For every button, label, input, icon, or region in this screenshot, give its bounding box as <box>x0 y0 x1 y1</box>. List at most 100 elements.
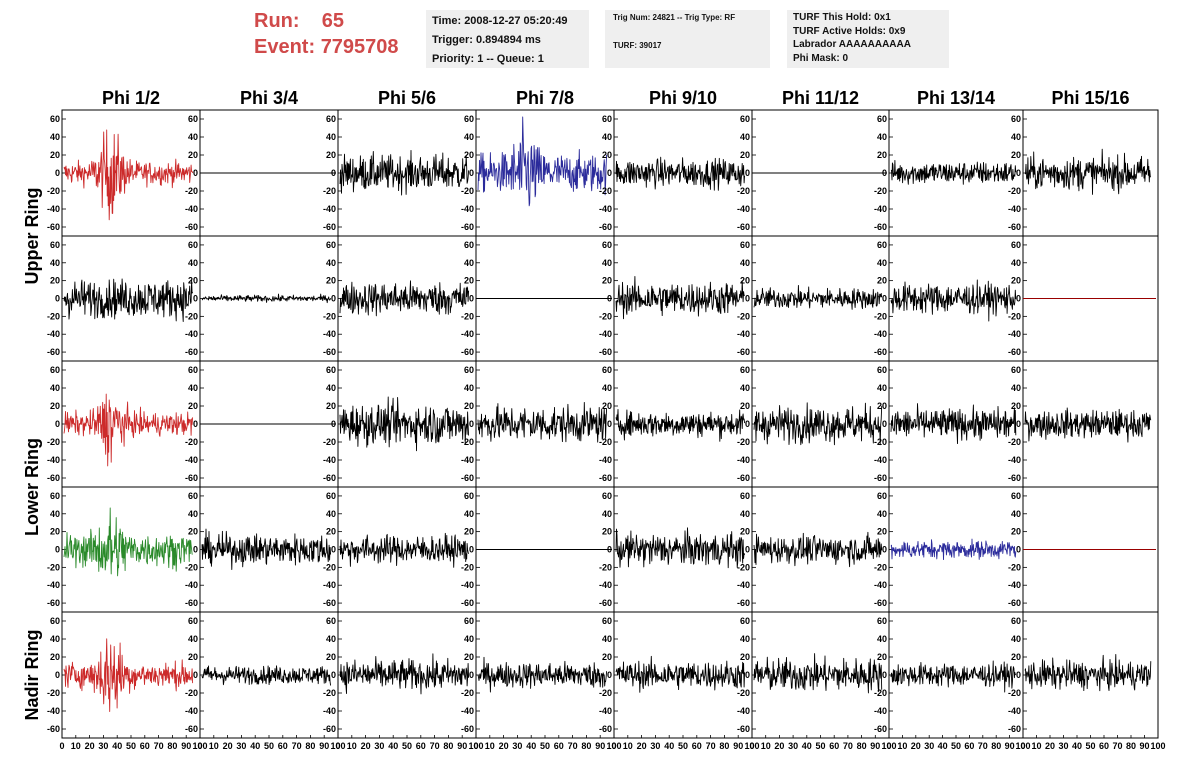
x-tick-label: 50 <box>402 741 412 751</box>
y-tick-label: -20 <box>461 437 474 447</box>
y-tick-label: -60 <box>185 598 198 608</box>
phi-mask-line: Phi Mask: 0 <box>793 52 849 64</box>
turf-line: TURF: 39017 <box>613 41 662 50</box>
y-tick-label: 20 <box>1011 401 1021 411</box>
y-tick-label: 40 <box>1011 132 1021 142</box>
y-tick-label: 0 <box>55 419 60 429</box>
y-tick-label: 20 <box>602 652 612 662</box>
y-tick-label: 0 <box>193 545 198 555</box>
y-tick-label: -60 <box>737 724 750 734</box>
x-tick-label: 10 <box>761 741 771 751</box>
x-tick-label: 40 <box>388 741 398 751</box>
y-tick-label: 0 <box>469 294 474 304</box>
y-tick-label: -20 <box>874 562 887 572</box>
column-label: Phi 5/6 <box>378 88 436 108</box>
y-tick-label: -60 <box>323 473 336 483</box>
y-tick-label: -60 <box>47 473 60 483</box>
x-tick-label: 90 <box>595 741 605 751</box>
y-tick-label: 40 <box>740 383 750 393</box>
panel-frame <box>613 235 753 362</box>
y-tick-label: 20 <box>326 401 336 411</box>
y-tick-label: 60 <box>740 365 750 375</box>
y-tick-label: -40 <box>874 706 887 716</box>
y-tick-label: 0 <box>1016 168 1021 178</box>
y-tick-label: 20 <box>326 527 336 537</box>
waveform-series <box>1024 407 1152 443</box>
trigger-line: Trigger: 0.894894 ms <box>432 34 541 46</box>
y-tick-label: -60 <box>47 222 60 232</box>
y-tick-label: -40 <box>323 580 336 590</box>
y-tick-label: -20 <box>461 311 474 321</box>
y-tick-label: -40 <box>737 204 750 214</box>
y-tick-label: 20 <box>1011 150 1021 160</box>
y-tick-label: -40 <box>599 329 612 339</box>
y-tick-label: -60 <box>737 473 750 483</box>
x-tick-label: 30 <box>788 741 798 751</box>
x-tick-label: 10 <box>623 741 633 751</box>
y-tick-label: 0 <box>882 168 887 178</box>
x-tick-label: 40 <box>802 741 812 751</box>
y-tick-label: 40 <box>1011 509 1021 519</box>
y-tick-label: -60 <box>1008 724 1021 734</box>
y-tick-label: -20 <box>185 562 198 572</box>
x-tick-label: 80 <box>857 741 867 751</box>
y-tick-label: -40 <box>323 329 336 339</box>
y-tick-label: -20 <box>185 186 198 196</box>
y-tick-label: -20 <box>47 437 60 447</box>
y-tick-label: 40 <box>602 383 612 393</box>
event-value: 7795708 <box>320 36 399 58</box>
y-tick-label: -20 <box>323 437 336 447</box>
y-tick-label: -60 <box>737 222 750 232</box>
y-tick-label: -60 <box>1008 222 1021 232</box>
y-tick-label: 40 <box>1011 634 1021 644</box>
y-tick-label: -40 <box>47 455 60 465</box>
y-tick-label: 40 <box>188 383 198 393</box>
y-tick-label: -60 <box>1008 473 1021 483</box>
y-tick-label: 0 <box>331 168 336 178</box>
time-info-box: Time: 2008-12-27 05:20:49 Trigger: 0.894… <box>426 10 589 68</box>
x-tick-label: 60 <box>416 741 426 751</box>
y-tick-label: 20 <box>740 150 750 160</box>
y-tick-label: -20 <box>599 562 612 572</box>
run-label: Run: <box>254 10 300 32</box>
y-tick-label: -60 <box>323 724 336 734</box>
x-tick-label: 10 <box>71 741 81 751</box>
x-tick-label: 80 <box>305 741 315 751</box>
x-tick-label: 80 <box>581 741 591 751</box>
y-tick-label: 40 <box>877 383 887 393</box>
turf-active-line: TURF Active Holds: 0x9 <box>793 25 906 37</box>
run-row: Run: 65 <box>254 8 399 34</box>
y-tick-label: 60 <box>740 491 750 501</box>
x-tick-label: 20 <box>361 741 371 751</box>
y-tick-label: 40 <box>877 634 887 644</box>
y-tick-label: 20 <box>50 527 60 537</box>
x-tick-label: 30 <box>236 741 246 751</box>
x-tick-label: 10 <box>209 741 219 751</box>
y-tick-label: 0 <box>193 670 198 680</box>
y-tick-label: 60 <box>1011 616 1021 626</box>
y-tick-label: -60 <box>461 222 474 232</box>
waveform-series <box>201 665 332 686</box>
y-tick-label: 40 <box>1011 258 1021 268</box>
x-tick-label: 0 <box>886 741 891 751</box>
y-tick-label: 60 <box>326 491 336 501</box>
y-tick-label: 20 <box>877 150 887 160</box>
y-tick-label: -20 <box>1008 311 1021 321</box>
y-tick-label: -40 <box>461 706 474 716</box>
x-tick-label: 30 <box>650 741 660 751</box>
x-tick-label: 70 <box>430 741 440 751</box>
y-tick-label: 0 <box>469 168 474 178</box>
x-tick-label: 30 <box>374 741 384 751</box>
x-tick-label: 30 <box>924 741 934 751</box>
y-tick-label: -60 <box>323 222 336 232</box>
x-tick-label: 50 <box>1085 741 1095 751</box>
x-tick-label: 80 <box>1126 741 1136 751</box>
y-tick-label: -40 <box>1008 706 1021 716</box>
x-tick-label: 60 <box>554 741 564 751</box>
y-tick-label: 60 <box>877 491 887 501</box>
y-tick-label: -40 <box>185 329 198 339</box>
column-label: Phi 3/4 <box>240 88 298 108</box>
column-label: Phi 1/2 <box>102 88 160 108</box>
y-tick-label: -40 <box>47 329 60 339</box>
y-tick-label: 20 <box>50 652 60 662</box>
